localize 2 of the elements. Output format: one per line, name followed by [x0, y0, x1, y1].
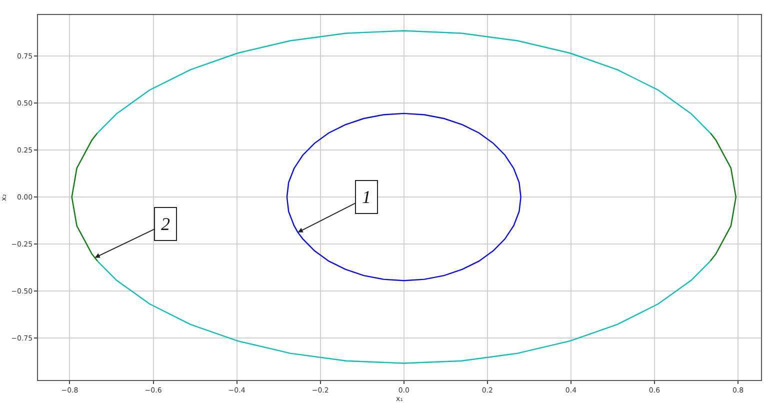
annotation: 2 [161, 214, 170, 234]
annotation: 1 [362, 187, 371, 207]
